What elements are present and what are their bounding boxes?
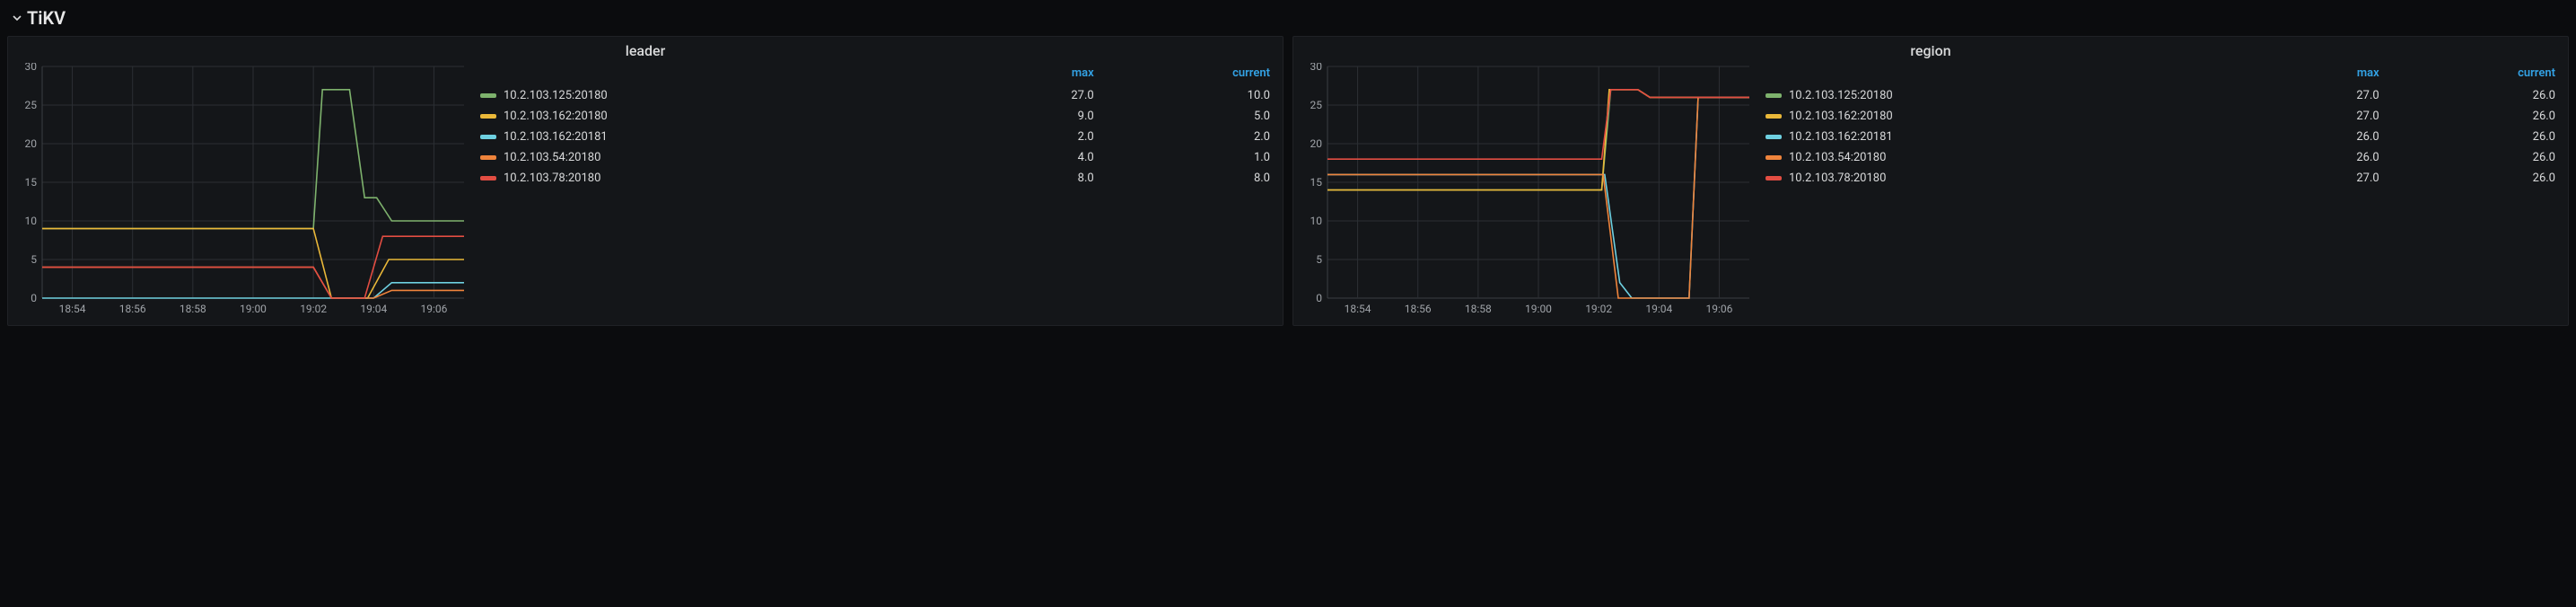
svg-text:18:58: 18:58 <box>1465 303 1492 315</box>
svg-text:25: 25 <box>25 99 38 111</box>
svg-text:19:04: 19:04 <box>1645 303 1672 315</box>
legend-series-label[interactable]: 10.2.103.162:20181 <box>1760 127 2263 147</box>
svg-text:0: 0 <box>31 292 37 304</box>
panel-body: 0 5 10 15 20 25 30 18:54 18:56 18:58 19:00 19:02 19:… <box>15 63 1275 318</box>
chart-leader[interactable]: 0 5 10 15 20 25 30 18:54 18:56 18:58 19:00 19:02 19:… <box>15 63 469 318</box>
svg-text:18:54: 18:54 <box>59 303 86 315</box>
legend-header-blank <box>475 65 977 85</box>
legend-row[interactable]: 10.2.103.162:2018126.026.0 <box>1760 127 2561 147</box>
legend-current-value: 1.0 <box>1100 147 1275 168</box>
legend-row[interactable]: 10.2.103.162:2018027.026.0 <box>1760 106 2561 127</box>
legend-max-value: 26.0 <box>2263 147 2385 168</box>
legend-row[interactable]: 10.2.103.125:2018027.010.0 <box>475 85 1275 106</box>
legend-max-value: 2.0 <box>977 127 1100 147</box>
svg-text:19:04: 19:04 <box>360 303 387 315</box>
svg-text:18:54: 18:54 <box>1345 303 1371 315</box>
legend-max-value: 8.0 <box>977 168 1100 189</box>
svg-text:20: 20 <box>1310 137 1323 150</box>
svg-text:19:00: 19:00 <box>240 303 267 315</box>
legend-header-max[interactable]: max <box>977 65 1100 85</box>
svg-text:18:58: 18:58 <box>180 303 206 315</box>
legend-leader: max current 10.2.103.125:2018027.010.010… <box>475 63 1275 318</box>
legend-current-value: 26.0 <box>2385 147 2561 168</box>
legend-header-current[interactable]: current <box>2385 65 2561 85</box>
legend-current-value: 10.0 <box>1100 85 1275 106</box>
legend-swatch <box>1766 93 1782 98</box>
legend-swatch <box>480 135 496 139</box>
legend-current-value: 26.0 <box>2385 168 2561 189</box>
legend-swatch <box>1766 135 1782 139</box>
chevron-down-icon <box>13 13 22 22</box>
legend-series-label[interactable]: 10.2.103.78:20180 <box>475 168 977 189</box>
svg-text:10: 10 <box>25 215 38 227</box>
svg-text:18:56: 18:56 <box>1405 303 1432 315</box>
legend-swatch <box>480 155 496 160</box>
legend-current-value: 26.0 <box>2385 127 2561 147</box>
legend-swatch <box>1766 176 1782 180</box>
legend-header-blank <box>1760 65 2263 85</box>
panel-leader: leader 0 5 10 15 20 25 30 18:54 18:56 18:58 19:00 1… <box>7 36 1284 326</box>
legend-swatch <box>1766 114 1782 119</box>
legend-swatch <box>480 114 496 119</box>
section-title: TiKV <box>27 7 66 29</box>
legend-current-value: 26.0 <box>2385 106 2561 127</box>
legend-header-current[interactable]: current <box>1100 65 1275 85</box>
svg-text:5: 5 <box>1316 253 1322 266</box>
svg-text:19:06: 19:06 <box>1705 303 1732 315</box>
section-header[interactable]: TiKV <box>7 5 2569 36</box>
legend-row[interactable]: 10.2.103.78:2018027.026.0 <box>1760 168 2561 189</box>
legend-series-label[interactable]: 10.2.103.162:20180 <box>1760 106 2263 127</box>
svg-text:20: 20 <box>25 137 38 150</box>
svg-text:0: 0 <box>1316 292 1322 304</box>
panel-title: leader <box>15 42 1275 63</box>
svg-text:19:00: 19:00 <box>1525 303 1552 315</box>
legend-row[interactable]: 10.2.103.78:201808.08.0 <box>475 168 1275 189</box>
panels-row: leader 0 5 10 15 20 25 30 18:54 18:56 18:58 19:00 1… <box>7 36 2569 326</box>
legend-current-value: 8.0 <box>1100 168 1275 189</box>
legend-header-max[interactable]: max <box>2263 65 2385 85</box>
legend-row[interactable]: 10.2.103.125:2018027.026.0 <box>1760 85 2561 106</box>
panel-body: 0 5 10 15 20 25 30 18:54 18:56 18:58 19:00 19:02 19:… <box>1301 63 2561 318</box>
svg-text:30: 30 <box>1310 63 1323 73</box>
svg-text:5: 5 <box>31 253 37 266</box>
panel-region: region 0 5 10 15 20 25 30 18:54 18:56 18:58 19:00 1… <box>1292 36 2569 326</box>
legend-max-value: 27.0 <box>2263 168 2385 189</box>
legend-row[interactable]: 10.2.103.162:201809.05.0 <box>475 106 1275 127</box>
legend-series-label[interactable]: 10.2.103.162:20181 <box>475 127 977 147</box>
svg-text:30: 30 <box>25 63 38 73</box>
panel-title: region <box>1301 42 2561 63</box>
legend-max-value: 4.0 <box>977 147 1100 168</box>
svg-text:15: 15 <box>1310 176 1323 189</box>
svg-text:18:56: 18:56 <box>119 303 146 315</box>
legend-row[interactable]: 10.2.103.54:2018026.026.0 <box>1760 147 2561 168</box>
legend-series-label[interactable]: 10.2.103.54:20180 <box>475 147 977 168</box>
legend-series-label[interactable]: 10.2.103.125:20180 <box>1760 85 2263 106</box>
legend-series-label[interactable]: 10.2.103.78:20180 <box>1760 168 2263 189</box>
legend-max-value: 9.0 <box>977 106 1100 127</box>
chart-region[interactable]: 0 5 10 15 20 25 30 18:54 18:56 18:58 19:00 19:02 19:… <box>1301 63 1755 318</box>
svg-text:15: 15 <box>25 176 38 189</box>
legend-current-value: 5.0 <box>1100 106 1275 127</box>
svg-text:19:02: 19:02 <box>300 303 327 315</box>
legend-swatch <box>1766 155 1782 160</box>
legend-max-value: 26.0 <box>2263 127 2385 147</box>
legend-max-value: 27.0 <box>2263 85 2385 106</box>
legend-max-value: 27.0 <box>977 85 1100 106</box>
legend-series-label[interactable]: 10.2.103.125:20180 <box>475 85 977 106</box>
legend-series-label[interactable]: 10.2.103.162:20180 <box>475 106 977 127</box>
legend-swatch <box>480 176 496 180</box>
legend-row[interactable]: 10.2.103.162:201812.02.0 <box>475 127 1275 147</box>
legend-row[interactable]: 10.2.103.54:201804.01.0 <box>475 147 1275 168</box>
svg-text:10: 10 <box>1310 215 1323 227</box>
legend-series-label[interactable]: 10.2.103.54:20180 <box>1760 147 2263 168</box>
svg-text:19:06: 19:06 <box>420 303 447 315</box>
svg-text:25: 25 <box>1310 99 1323 111</box>
legend-max-value: 27.0 <box>2263 106 2385 127</box>
legend-current-value: 26.0 <box>2385 85 2561 106</box>
legend-current-value: 2.0 <box>1100 127 1275 147</box>
legend-swatch <box>480 93 496 98</box>
svg-text:19:02: 19:02 <box>1585 303 1612 315</box>
legend-region: max current 10.2.103.125:2018027.026.010… <box>1760 63 2561 318</box>
